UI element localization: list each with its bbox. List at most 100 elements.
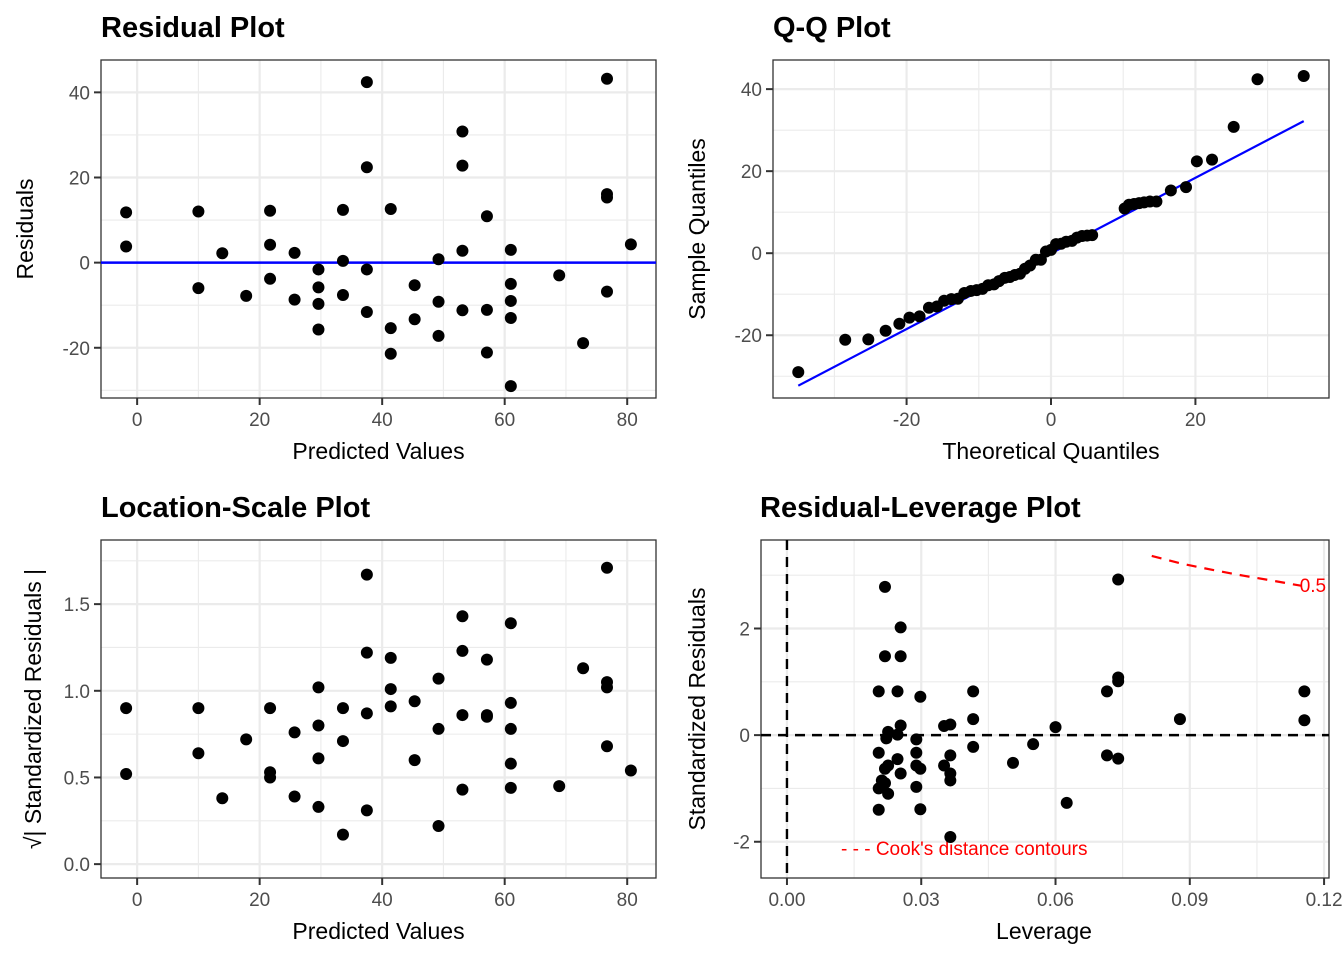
residual-ytick-label: -20 [63, 339, 90, 360]
qq-data-point [1297, 69, 1310, 82]
location-scale-data-point [480, 653, 493, 666]
residual-data-point [384, 347, 397, 360]
qq-ytick-label: 20 [741, 162, 762, 183]
residual-data-point [456, 304, 469, 317]
residual-data-point [504, 294, 517, 307]
residual-data-point [312, 263, 325, 276]
qq-data-point [1227, 120, 1240, 133]
residual-leverage-data-point [1298, 685, 1311, 698]
location-scale-data-point [312, 681, 325, 694]
residual-leverage-data-point [1006, 756, 1019, 769]
residual-leverage-data-point [910, 733, 923, 746]
residual-data-point [480, 210, 493, 223]
residual-leverage-data-point [882, 787, 895, 800]
residual-data-point [600, 285, 613, 298]
qq-data-point [1150, 195, 1163, 208]
residual-data-point [456, 244, 469, 257]
qq-data-point [792, 366, 805, 379]
location-scale-ytick-label: 1.0 [64, 682, 90, 703]
residual-data-point [384, 202, 397, 215]
residual-data-point [120, 240, 133, 253]
qq-data-point [1190, 155, 1203, 168]
residual-leverage-data-point [967, 713, 980, 726]
residual-data-point [480, 303, 493, 316]
residual-leverage-data-point [891, 685, 904, 698]
residual-data-point [312, 281, 325, 294]
location-scale-data-point [504, 617, 517, 630]
residual-data-point [504, 243, 517, 256]
residual-leverage-data-point [944, 830, 957, 843]
qq-xtick-label: -20 [893, 410, 920, 431]
location-scale-data-point [432, 820, 445, 832]
qq-xtick-label: 20 [1185, 410, 1206, 431]
location-scale-xtick-label: 20 [249, 890, 270, 911]
residual-leverage-data-point [872, 746, 885, 759]
residual-data-point [480, 346, 493, 359]
location-scale-data-point [577, 662, 590, 675]
residual-data-point [336, 203, 349, 216]
location-scale-data-point [384, 700, 397, 713]
residual-data-point [264, 272, 277, 285]
location-scale-data-point [360, 707, 373, 720]
qq-data-point [839, 333, 852, 346]
residual-leverage-plot-title: Residual-Leverage Plot [760, 492, 1081, 524]
residual-data-point [216, 247, 229, 260]
location-scale-plot-title: Location-Scale Plot [101, 492, 370, 524]
location-scale-data-point [336, 702, 349, 715]
location-scale-plot-xlabel: Predicted Values [292, 918, 464, 944]
location-scale-ytick-label: 0.5 [64, 768, 90, 789]
residual-leverage-data-point [878, 777, 891, 790]
location-scale-data-point [504, 757, 517, 770]
qq-data-point [1086, 229, 1099, 242]
residual-leverage-xtick-label: 0.09 [1171, 890, 1208, 911]
residual-plot-frame [100, 59, 657, 399]
residual-data-point [288, 246, 301, 259]
residual-leverage-data-point [914, 690, 927, 703]
residual-data-point [504, 380, 517, 393]
residual-leverage-xtick-label: 0.12 [1306, 890, 1343, 911]
residual-leverage-data-point [1173, 713, 1186, 726]
residual-leverage-ytick-label: -2 [733, 833, 750, 854]
residual-plot-ylabel: Residuals [12, 179, 38, 280]
qq-data-point [893, 317, 906, 330]
qq-xtick-label: 0 [1046, 410, 1057, 431]
location-scale-xtick-label: 80 [617, 890, 638, 911]
residual-data-point [504, 311, 517, 324]
residual-xtick-label: 20 [249, 410, 270, 431]
residual-leverage-data-point [1049, 721, 1062, 734]
location-scale-data-point [456, 783, 469, 796]
qq-data-point [1180, 181, 1193, 194]
location-scale-data-point [504, 781, 517, 794]
residual-leverage-data-point [894, 621, 907, 634]
residual-leverage-data-point [1027, 738, 1040, 751]
residual-leverage-data-point [878, 650, 891, 663]
location-scale-xtick-label: 60 [494, 890, 515, 911]
residual-data-point [336, 254, 349, 267]
residual-data-point [456, 159, 469, 172]
residual-leverage-data-point [944, 718, 957, 731]
residual-leverage-data-point [944, 749, 957, 762]
location-scale-data-point [553, 780, 566, 793]
qq-data-point [879, 324, 892, 337]
location-scale-plot-panel: Location-Scale Plot 0 20 40 60 80 0.0 0.5 1.0 1… [20, 492, 657, 944]
residual-leverage-plot-panel: Residual-Leverage Plot 0.5 - - - Cook's d… [684, 492, 1343, 944]
qq-ytick-label: 40 [741, 80, 762, 101]
residual-data-point [360, 161, 373, 174]
residual-leverage-plot-xlabel: Leverage [996, 918, 1092, 944]
location-scale-data-point [456, 644, 469, 657]
residual-data-point [432, 329, 445, 342]
residual-leverage-data-point [1100, 749, 1113, 762]
qq-data-point [913, 310, 926, 323]
residual-ytick-label: 40 [69, 83, 90, 104]
residual-leverage-data-point [910, 780, 923, 793]
residual-data-point [360, 263, 373, 276]
residual-data-point [384, 322, 397, 335]
residual-data-point [192, 282, 205, 295]
residual-ytick-label: 0 [79, 254, 90, 275]
location-scale-data-point [336, 828, 349, 841]
residual-data-point [408, 279, 421, 292]
residual-leverage-data-point [878, 580, 891, 593]
residual-data-point [240, 289, 253, 302]
qq-ytick-label: 0 [751, 244, 762, 265]
location-scale-data-point [240, 733, 253, 746]
